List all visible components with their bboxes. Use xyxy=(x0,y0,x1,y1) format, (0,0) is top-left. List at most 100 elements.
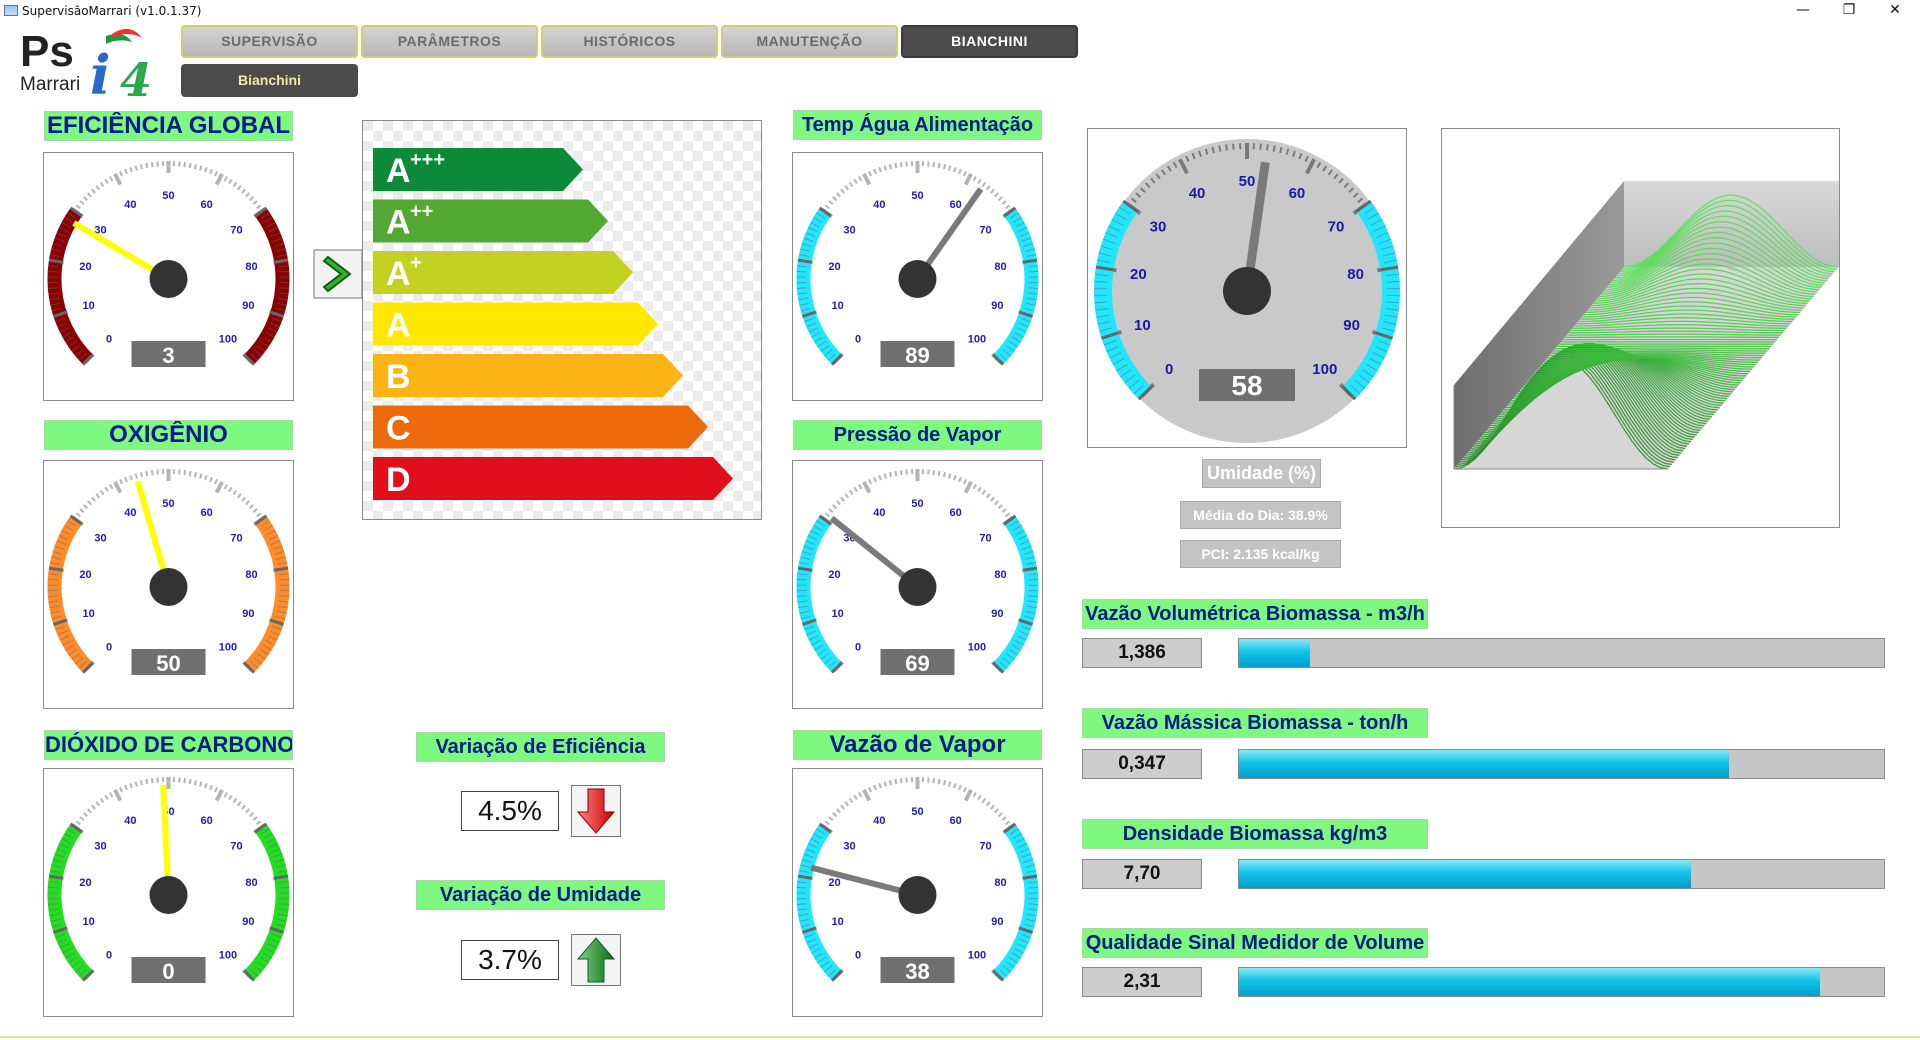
svg-text:50: 50 xyxy=(162,498,174,510)
variacao-umidade-arrow xyxy=(571,934,621,986)
svg-text:30: 30 xyxy=(843,225,855,237)
svg-text:40: 40 xyxy=(124,815,136,827)
label-eficiencia-global: EFICIÊNCIA GLOBAL xyxy=(44,111,293,141)
svg-text:50: 50 xyxy=(156,651,180,676)
svg-text:89: 89 xyxy=(905,343,929,368)
svg-text:C: C xyxy=(386,410,411,448)
gauge-box-oxigenio: 0 10 20 30 40 50 60 70 80 90 100 50 xyxy=(43,460,294,709)
svg-text:0: 0 xyxy=(162,959,174,984)
svg-text:100: 100 xyxy=(1312,361,1337,378)
gauge-box-eficiencia: 0 10 20 30 40 50 60 70 80 90 100 3 xyxy=(43,152,294,401)
svg-text:70: 70 xyxy=(230,225,242,237)
svg-text:40: 40 xyxy=(124,199,136,211)
svg-text:30: 30 xyxy=(94,841,106,853)
svg-text:80: 80 xyxy=(1347,266,1364,283)
svg-text:60: 60 xyxy=(201,815,213,827)
vazao-volumetrica-fill xyxy=(1239,639,1310,667)
vazao-massica-bar xyxy=(1238,749,1885,779)
variacao-umidade-value: 3.7% xyxy=(461,940,559,980)
tab-supervisao[interactable]: SUPERVISÃO xyxy=(181,25,358,58)
svg-text:10: 10 xyxy=(831,916,843,928)
minimize-button[interactable]: — xyxy=(1796,2,1810,18)
svg-text:100: 100 xyxy=(968,949,986,961)
svg-text:100: 100 xyxy=(968,333,986,345)
svg-text:A: A xyxy=(386,204,411,242)
label-temp-agua: Temp Água Alimentação xyxy=(793,110,1042,140)
tab-parametros[interactable]: PARÂMETROS xyxy=(361,25,538,58)
svg-text:A: A xyxy=(386,255,411,293)
svg-text:10: 10 xyxy=(82,916,94,928)
densidade-bar xyxy=(1238,859,1885,889)
label-densidade: Densidade Biomassa kg/m3 xyxy=(1082,819,1428,849)
svg-text:38: 38 xyxy=(905,959,929,984)
svg-text:20: 20 xyxy=(79,261,91,273)
svg-text:10: 10 xyxy=(82,608,94,620)
svg-text:Marrari: Marrari xyxy=(20,74,80,95)
svg-text:30: 30 xyxy=(843,841,855,853)
svg-text:69: 69 xyxy=(905,651,929,676)
svg-text:80: 80 xyxy=(994,877,1006,889)
svg-text:Ps: Ps xyxy=(20,27,74,76)
gauge-temp-agua: 0 10 20 30 40 50 60 70 80 90 100 89 xyxy=(796,161,1039,368)
svg-text:4: 4 xyxy=(120,53,152,100)
svg-text:100: 100 xyxy=(219,333,237,345)
qualidade-sinal-value: 2,31 xyxy=(1082,967,1202,997)
svg-text:80: 80 xyxy=(245,877,257,889)
svg-text:70: 70 xyxy=(979,225,991,237)
app-icon xyxy=(4,5,18,16)
svg-text:10: 10 xyxy=(1134,317,1151,334)
tab-historicos[interactable]: HISTÓRICOS xyxy=(541,25,718,58)
label-oxigenio: OXIGÊNIO xyxy=(44,420,293,450)
rating-class-6: D xyxy=(373,457,733,500)
label-vazao-massica: Vazão Mássica Biomassa - ton/h xyxy=(1082,708,1428,738)
svg-text:80: 80 xyxy=(245,569,257,581)
svg-text:90: 90 xyxy=(242,916,254,928)
tab-manutencao[interactable]: MANUTENÇÃO xyxy=(721,25,898,58)
svg-text:80: 80 xyxy=(245,261,257,273)
rating-class-0: A +++ xyxy=(373,148,583,191)
svg-text:10: 10 xyxy=(831,608,843,620)
arrow-down-icon xyxy=(576,788,616,834)
label-dioxido-carbono: DIÓXIDO DE CARBONO xyxy=(44,730,293,760)
svg-text:30: 30 xyxy=(94,533,106,545)
qualidade-sinal-fill xyxy=(1239,968,1820,996)
svg-text:0: 0 xyxy=(106,949,112,961)
svg-text:40: 40 xyxy=(124,507,136,519)
svg-text:60: 60 xyxy=(201,507,213,519)
subtab-bianchini[interactable]: Bianchini xyxy=(181,64,358,97)
svg-text:i: i xyxy=(90,43,111,100)
title-bar: SupervisãoMarrari (v1.0.1.37) — ❐ ✕ xyxy=(0,0,1920,22)
svg-text:40: 40 xyxy=(873,815,885,827)
svg-text:+: + xyxy=(410,252,422,274)
gauge-box-temp-agua: 0 10 20 30 40 50 60 70 80 90 100 89 xyxy=(792,152,1043,401)
svg-text:50: 50 xyxy=(162,190,174,202)
svg-text:100: 100 xyxy=(219,949,237,961)
svg-text:B: B xyxy=(386,358,411,396)
gauge-vazao-vapor: 0 10 20 30 40 50 60 70 80 90 100 38 xyxy=(796,777,1039,984)
svg-text:70: 70 xyxy=(979,533,991,545)
svg-text:80: 80 xyxy=(994,261,1006,273)
vazao-massica-value: 0,347 xyxy=(1082,749,1202,779)
window-title: SupervisãoMarrari (v1.0.1.37) xyxy=(22,4,202,18)
svg-text:80: 80 xyxy=(994,569,1006,581)
svg-text:3: 3 xyxy=(162,343,174,368)
restore-button[interactable]: ❐ xyxy=(1842,2,1856,18)
svg-text:50: 50 xyxy=(911,806,923,818)
rating-class-4: B xyxy=(373,354,683,397)
pci-value: PCI: 2.135 kcal/kg xyxy=(1180,540,1341,568)
svg-text:0: 0 xyxy=(855,641,861,653)
close-button[interactable]: ✕ xyxy=(1889,2,1901,18)
svg-text:50: 50 xyxy=(911,190,923,202)
svg-text:90: 90 xyxy=(991,916,1003,928)
label-variacao-umidade: Variação de Umidade xyxy=(416,880,665,910)
svg-text:70: 70 xyxy=(1328,218,1345,235)
qualidade-sinal-bar xyxy=(1238,967,1885,997)
bottom-border xyxy=(0,1036,1920,1038)
svg-text:58: 58 xyxy=(1231,370,1262,401)
tab-bianchini[interactable]: BIANCHINI xyxy=(901,25,1078,58)
svg-text:60: 60 xyxy=(1289,185,1306,202)
